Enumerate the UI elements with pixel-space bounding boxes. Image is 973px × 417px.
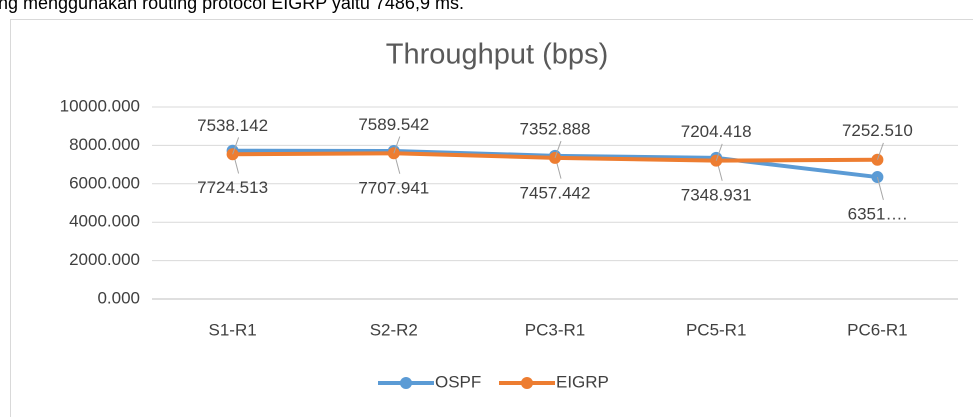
- data-label: 7348.931: [681, 185, 752, 204]
- x-tick-label: PC3-R1: [525, 320, 585, 339]
- data-label: 7204.418: [681, 122, 752, 141]
- y-tick-label: 4000.000: [69, 212, 140, 231]
- y-tick-label: 0.000: [97, 288, 140, 307]
- x-tick-label: PC5-R1: [686, 320, 746, 339]
- leader-line: [393, 136, 401, 154]
- legend-label: EIGRP: [556, 372, 609, 391]
- data-label: 7707.941: [358, 178, 429, 197]
- legend-marker: [521, 377, 533, 389]
- legend-marker: [400, 377, 412, 389]
- x-tick-label: PC6-R1: [847, 320, 907, 339]
- y-tick-label: 10000.000: [60, 96, 140, 115]
- header-text: ng menggunakan routing protocol EIGRP ya…: [0, 0, 464, 13]
- data-label: 7589.542: [358, 115, 429, 134]
- data-label: 7724.513: [197, 178, 268, 197]
- leader-line: [876, 142, 884, 160]
- data-label: 7252.510: [842, 121, 913, 140]
- y-tick-label: 2000.000: [69, 250, 140, 269]
- x-tick-label: S2-R2: [370, 320, 418, 339]
- chart-border: [10, 19, 973, 417]
- leader-line: [232, 137, 240, 155]
- data-label: 7457.442: [520, 183, 591, 202]
- data-label: 7352.888: [520, 119, 591, 138]
- y-tick-label: 8000.000: [69, 135, 140, 154]
- legend-label: OSPF: [435, 372, 481, 391]
- y-tick-label: 6000.000: [69, 173, 140, 192]
- leader-line: [554, 140, 562, 158]
- x-tick-label: S1-R1: [209, 320, 257, 339]
- leader-line: [876, 176, 884, 200]
- data-label: 7538.142: [197, 116, 268, 135]
- data-label: 6351….: [848, 205, 908, 224]
- chart-title: Throughput (bps): [386, 39, 608, 71]
- leader-line: [715, 143, 723, 161]
